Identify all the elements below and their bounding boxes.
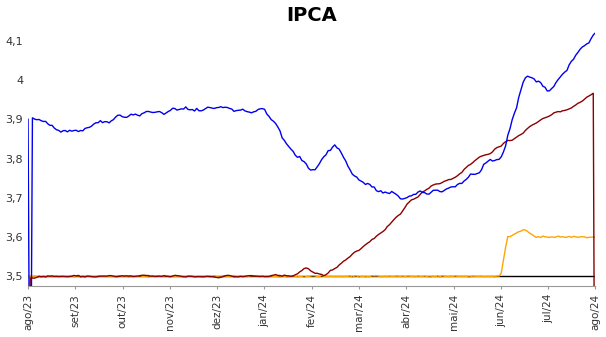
- Title: IPCA: IPCA: [287, 5, 337, 25]
